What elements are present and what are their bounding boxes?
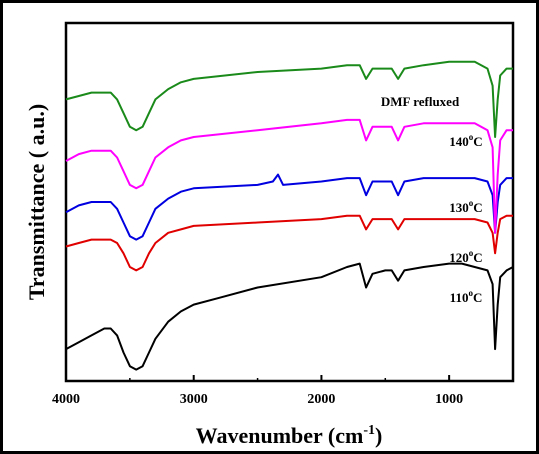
x-tick-label: 1000 xyxy=(435,392,463,407)
x-axis-title-main: Wavenumber (cm xyxy=(196,423,364,448)
series-line-4 xyxy=(65,118,513,234)
series-label-5: DMF refluxed xyxy=(381,94,460,109)
series-line-3 xyxy=(65,173,513,241)
series-label-3: 130oC xyxy=(449,198,482,215)
plot-frame xyxy=(64,21,515,383)
x-tick-label: 3000 xyxy=(180,392,208,407)
series-line-1 xyxy=(65,262,514,371)
x-axis-title-sup: -1 xyxy=(363,423,375,438)
series-line-5 xyxy=(65,60,513,138)
x-ticks: 4000 3000 2000 1000 xyxy=(52,375,463,407)
series-label-2: 120oC xyxy=(449,248,482,265)
x-axis-title-end: ) xyxy=(375,423,382,448)
x-tick-label: 2000 xyxy=(307,392,335,407)
series-group xyxy=(65,60,514,371)
series-label-group: 110oC 120oC 130oC 140oC DMF refluxed xyxy=(381,94,483,305)
x-tick-label: 4000 xyxy=(52,392,80,407)
y-axis-title: Transmittance ( a.u.) xyxy=(24,104,49,300)
series-label-1: 110oC xyxy=(450,288,483,305)
plot-area: 110oC 120oC 130oC 140oC DMF refluxed 4000 300… xyxy=(52,21,515,407)
series-label-4: 140oC xyxy=(449,132,482,149)
x-axis-title: Wavenumber (cm-1) xyxy=(196,423,383,448)
series-line-2 xyxy=(65,214,513,272)
